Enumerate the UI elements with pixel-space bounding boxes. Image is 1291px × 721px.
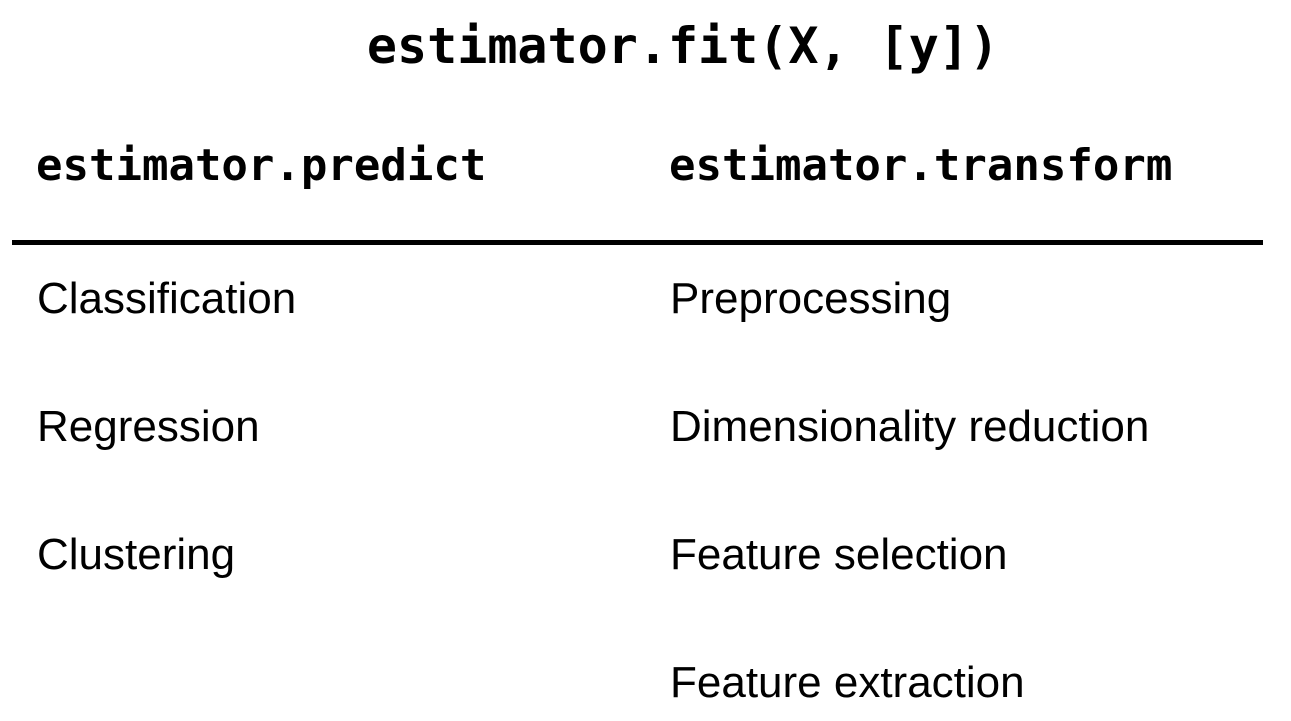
diagram-title: estimator.fit(X, [y]) [366, 17, 1000, 75]
transform-item-feature-selection: Feature selection [670, 530, 1008, 579]
column-header-predict: estimator.predict [36, 140, 487, 191]
transform-item-feature-extraction: Feature extraction [670, 658, 1025, 707]
predict-item-clustering: Clustering [37, 530, 236, 579]
predict-item-regression: Regression [37, 402, 260, 451]
header-divider [12, 240, 1263, 245]
predict-item-classification: Classification [37, 274, 297, 323]
column-header-transform: estimator.transform [669, 140, 1173, 191]
transform-item-preprocessing: Preprocessing [670, 274, 952, 323]
transform-item-dimensionality-reduction: Dimensionality reduction [670, 402, 1150, 451]
